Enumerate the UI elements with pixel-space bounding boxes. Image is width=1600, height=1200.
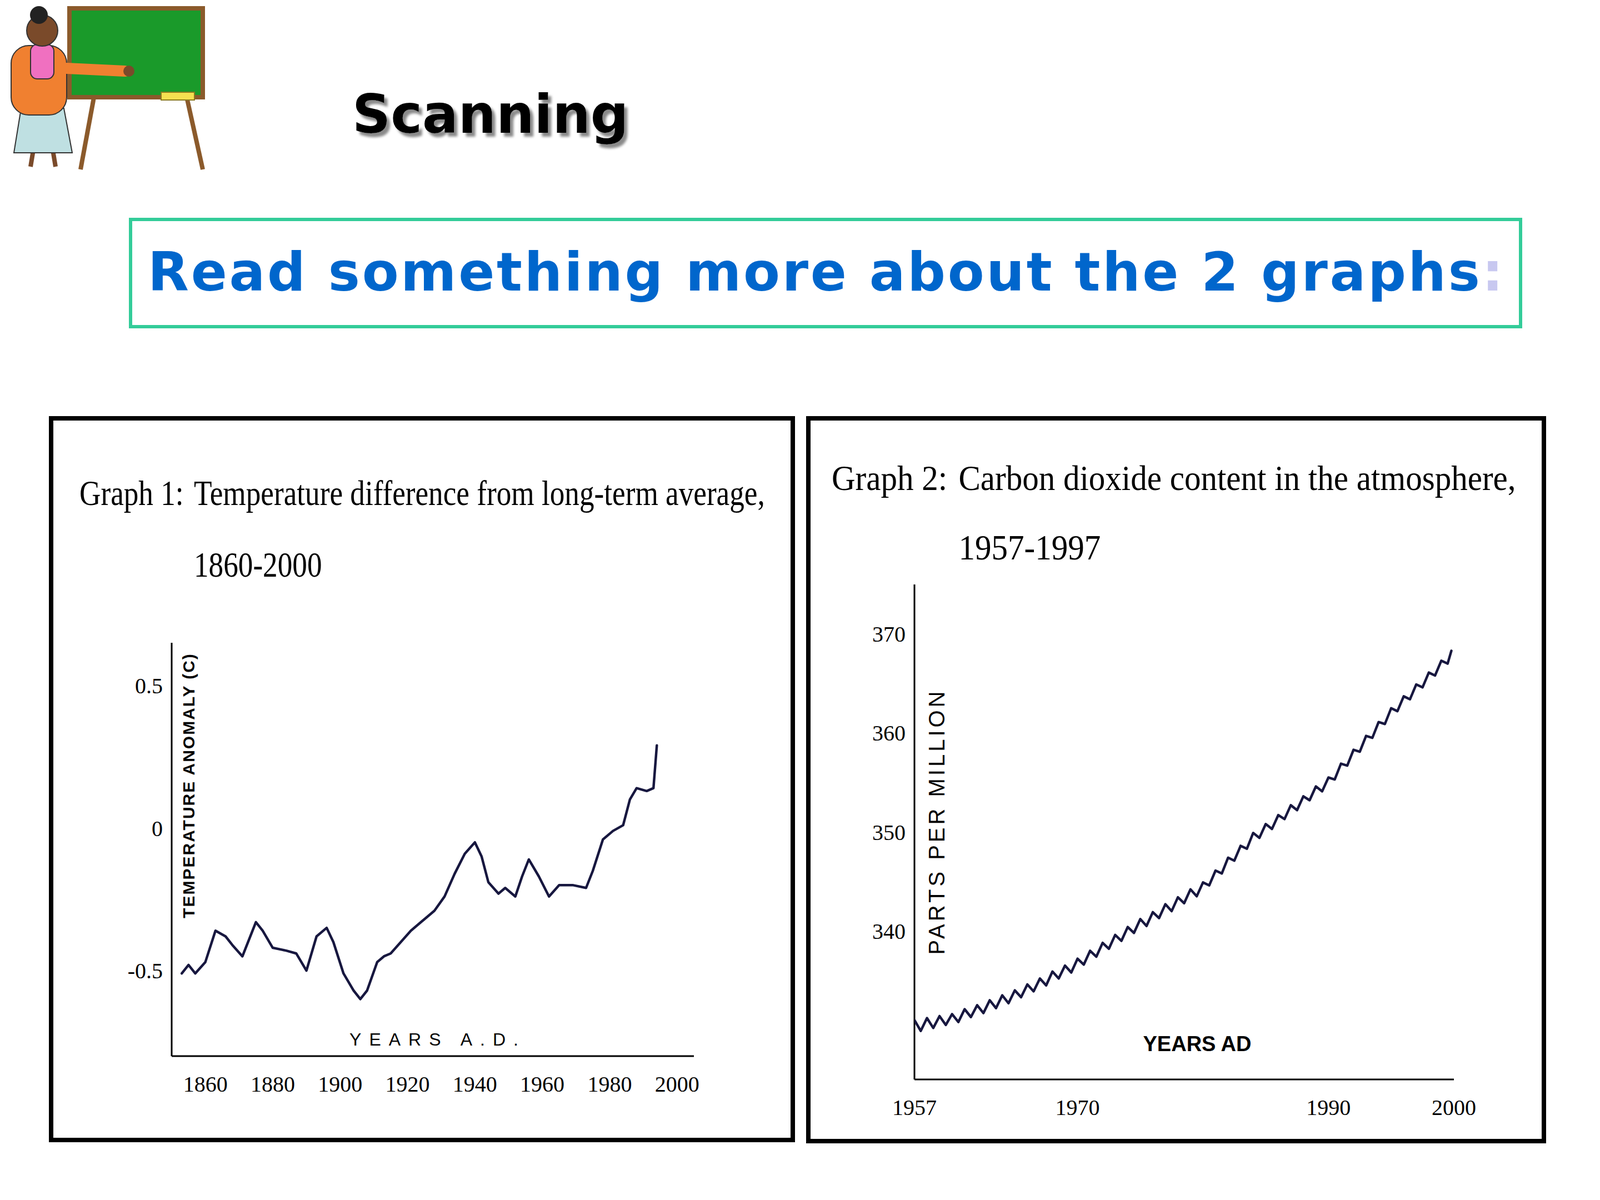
chart-title: Graph 2:Carbon dioxide content in the at… bbox=[831, 458, 1517, 498]
plot-area bbox=[181, 745, 657, 1000]
teacher-clipart bbox=[11, 6, 203, 170]
hair bbox=[30, 6, 48, 24]
x-tick-label: 1940 bbox=[452, 1071, 498, 1097]
x-tick-label: 1860 bbox=[183, 1071, 228, 1097]
x-axis bbox=[914, 1078, 1454, 1081]
y-tick-label: -0.5 bbox=[127, 958, 163, 984]
y-tick-label: 0 bbox=[151, 816, 163, 842]
x-axis-title: YEARS A.D. bbox=[349, 1029, 527, 1050]
y-axis bbox=[171, 642, 173, 1057]
instruction-box bbox=[130, 219, 1521, 327]
y-tick-label: 0.5 bbox=[135, 673, 163, 699]
y-tick-label: 360 bbox=[872, 720, 906, 746]
y-axis bbox=[913, 584, 916, 1080]
easel-leg bbox=[186, 94, 203, 170]
easel-leg bbox=[80, 94, 95, 170]
chalk-tray bbox=[161, 92, 195, 100]
page: Scanning Read something more about the 2 … bbox=[0, 0, 1600, 1200]
instruction-main: Read something more about the 2 graphs bbox=[147, 241, 1480, 304]
chart-subtitle: 1957-1997 bbox=[958, 527, 1102, 568]
x-tick-label: 1957 bbox=[892, 1095, 937, 1120]
instruction-end: : bbox=[1482, 241, 1504, 304]
y-tick-label: 340 bbox=[872, 918, 906, 944]
title-group: Graph 1:Temperature difference from long… bbox=[79, 473, 765, 585]
x-tick-label: 1970 bbox=[1055, 1095, 1100, 1120]
scarf bbox=[30, 44, 54, 79]
x-tick-label: 2000 bbox=[655, 1071, 700, 1097]
y-axis-title: TEMPERATURE ANOMALY (C) bbox=[179, 652, 198, 919]
x-tick-label: 1900 bbox=[317, 1071, 363, 1097]
chart-1: Graph 2:Carbon dioxide content in the at… bbox=[808, 418, 1544, 1142]
x-axis-title: YEARS AD bbox=[1143, 1032, 1252, 1056]
chalkboard bbox=[69, 8, 203, 98]
title-main: Carbon dioxide content in the atmosphere… bbox=[958, 458, 1516, 498]
title-group: Graph 2:Carbon dioxide content in the at… bbox=[831, 458, 1517, 568]
y-tick-label: 370 bbox=[872, 621, 906, 647]
y-tick-label: 350 bbox=[872, 820, 906, 845]
chart-subtitle: 1860-2000 bbox=[193, 545, 323, 585]
y-axis-title: PARTS PER MILLION bbox=[924, 688, 949, 955]
plot-area bbox=[914, 650, 1452, 1031]
instruction-text: Read something more about the 2 graphs: bbox=[147, 241, 1504, 304]
title-prefix: Graph 2: bbox=[831, 458, 948, 498]
arm bbox=[55, 67, 125, 72]
title-prefix: Graph 1: bbox=[79, 473, 184, 513]
x-tick-label: 1880 bbox=[250, 1071, 295, 1097]
x-tick-label: 1960 bbox=[520, 1071, 565, 1097]
hand bbox=[123, 65, 135, 77]
slide-title: Scanning bbox=[352, 83, 629, 146]
data-line bbox=[914, 650, 1452, 1031]
chart-title: Graph 1:Temperature difference from long… bbox=[79, 473, 765, 513]
x-tick-label: 2000 bbox=[1431, 1095, 1477, 1120]
title-main: Temperature difference from long-term av… bbox=[193, 473, 765, 513]
panel-frame bbox=[51, 418, 793, 1140]
background bbox=[0, 0, 1600, 1200]
x-tick-label: 1920 bbox=[385, 1071, 430, 1097]
x-tick-label: 1980 bbox=[587, 1071, 632, 1097]
chart-0: Graph 1:Temperature difference from long… bbox=[51, 418, 793, 1140]
x-tick-label: 1990 bbox=[1306, 1095, 1351, 1120]
panel-frame bbox=[808, 418, 1544, 1142]
x-axis bbox=[171, 1055, 694, 1058]
data-line bbox=[181, 745, 657, 1000]
